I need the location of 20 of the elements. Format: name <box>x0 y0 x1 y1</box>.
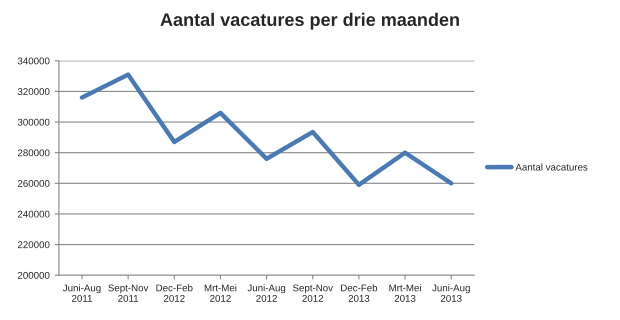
x-tick-label: Mrt-Mei 2013 <box>389 284 421 302</box>
y-tick-label: 300000 <box>18 118 50 126</box>
x-tick-label: Juni-Aug 2011 <box>62 284 101 302</box>
x-tick-label: Dec-Feb 2013 <box>341 284 378 302</box>
legend-label: Aantal vacatures <box>515 163 588 171</box>
x-tick-label: Juni-Aug 2013 <box>432 284 470 302</box>
y-tick-label: 340000 <box>18 58 50 64</box>
y-tick-label: 200000 <box>18 272 50 279</box>
y-tick-label: 320000 <box>18 88 50 96</box>
line-series <box>80 72 454 188</box>
x-tick-label: Sept-Nov 2012 <box>292 284 333 302</box>
y-tick-label: 260000 <box>18 180 50 187</box>
y-tick-label: 280000 <box>18 149 50 156</box>
y-tick-label: 240000 <box>18 210 50 218</box>
x-tick-label: Dec-Feb 2012 <box>156 284 193 302</box>
x-tick-label: Sept-Nov 2011 <box>108 284 148 302</box>
x-tick-label: Juni-Aug 2012 <box>248 284 286 302</box>
chart-title: Aantal vacatures per drie maanden <box>160 12 459 30</box>
x-tick-label: Mrt-Mei 2012 <box>204 284 236 302</box>
y-tick-label: 220000 <box>18 241 50 248</box>
